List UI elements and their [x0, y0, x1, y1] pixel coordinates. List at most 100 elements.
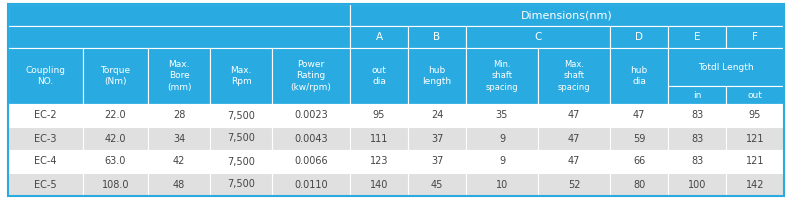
Text: 83: 83: [691, 156, 703, 166]
Bar: [466, 104, 538, 127]
Bar: [466, 48, 538, 104]
Text: 95: 95: [373, 110, 385, 120]
Bar: [210, 173, 272, 196]
Text: 66: 66: [633, 156, 645, 166]
Text: in: in: [693, 90, 701, 99]
Bar: [148, 150, 210, 173]
Text: 48: 48: [173, 180, 185, 190]
Bar: [538, 173, 610, 196]
Bar: [668, 127, 726, 150]
Bar: [83, 173, 148, 196]
Text: 83: 83: [691, 110, 703, 120]
Bar: [668, 173, 726, 196]
Text: 37: 37: [431, 156, 443, 166]
Text: Dimensions(nm): Dimensions(nm): [521, 10, 613, 20]
Bar: [8, 26, 350, 48]
Text: E: E: [694, 32, 700, 42]
Text: 123: 123: [370, 156, 388, 166]
Text: 63.0: 63.0: [105, 156, 126, 166]
Text: 47: 47: [568, 110, 580, 120]
Bar: [8, 127, 83, 150]
Text: 24: 24: [431, 110, 443, 120]
Text: 7,500: 7,500: [227, 156, 255, 166]
Bar: [350, 150, 408, 173]
Bar: [466, 150, 538, 173]
Bar: [668, 104, 726, 127]
Text: 7,500: 7,500: [227, 134, 255, 144]
Bar: [726, 26, 784, 48]
Bar: [210, 48, 272, 104]
Text: out
dia: out dia: [371, 66, 386, 86]
Bar: [408, 48, 466, 104]
Text: EC-2: EC-2: [34, 110, 57, 120]
Bar: [610, 150, 668, 173]
Text: 0.0043: 0.0043: [294, 134, 328, 144]
Bar: [350, 48, 408, 104]
Bar: [726, 104, 784, 127]
Bar: [538, 127, 610, 150]
Bar: [668, 26, 726, 48]
Bar: [350, 127, 408, 150]
Bar: [8, 48, 83, 104]
Bar: [350, 104, 408, 127]
Text: Torque
(Nm): Torque (Nm): [101, 66, 130, 86]
Bar: [83, 104, 148, 127]
Text: Min.
shaft
spacing: Min. shaft spacing: [486, 60, 518, 92]
Bar: [726, 86, 784, 104]
Text: Coupling
NO.: Coupling NO.: [26, 66, 66, 86]
Text: EC-5: EC-5: [34, 180, 57, 190]
Text: 28: 28: [173, 110, 185, 120]
Text: EC-4: EC-4: [34, 156, 57, 166]
Bar: [272, 173, 350, 196]
Bar: [668, 48, 784, 86]
Bar: [272, 127, 350, 150]
Bar: [272, 48, 350, 104]
Bar: [8, 173, 83, 196]
Text: C: C: [534, 32, 542, 42]
Text: 140: 140: [370, 180, 388, 190]
Bar: [350, 26, 408, 48]
Bar: [148, 104, 210, 127]
Text: Max.
shaft
spacing: Max. shaft spacing: [558, 60, 590, 92]
Bar: [8, 4, 350, 26]
Bar: [466, 173, 538, 196]
Text: 42: 42: [173, 156, 185, 166]
Bar: [408, 104, 466, 127]
Bar: [83, 48, 148, 104]
Text: 37: 37: [431, 134, 443, 144]
Bar: [726, 173, 784, 196]
Text: 111: 111: [370, 134, 388, 144]
Bar: [668, 86, 726, 104]
Bar: [210, 150, 272, 173]
Text: 0.0066: 0.0066: [294, 156, 328, 166]
Bar: [610, 26, 668, 48]
Bar: [610, 127, 668, 150]
Bar: [272, 150, 350, 173]
Bar: [726, 127, 784, 150]
Bar: [148, 127, 210, 150]
Text: 10: 10: [496, 180, 508, 190]
Text: 59: 59: [633, 134, 645, 144]
Text: hub
dia: hub dia: [630, 66, 648, 86]
Text: 9: 9: [499, 134, 505, 144]
Bar: [210, 104, 272, 127]
Text: D: D: [635, 32, 643, 42]
Text: A: A: [375, 32, 382, 42]
Text: 9: 9: [499, 156, 505, 166]
Text: hub
length: hub length: [422, 66, 451, 86]
Text: 121: 121: [746, 134, 764, 144]
Text: Max.
Rpm: Max. Rpm: [230, 66, 252, 86]
Text: 142: 142: [746, 180, 764, 190]
Bar: [83, 150, 148, 173]
Text: 35: 35: [496, 110, 508, 120]
Text: 47: 47: [568, 156, 580, 166]
Text: Power
Rating
(kw/rpm): Power Rating (kw/rpm): [290, 60, 331, 92]
Bar: [726, 150, 784, 173]
Bar: [538, 104, 610, 127]
Bar: [538, 150, 610, 173]
Bar: [408, 150, 466, 173]
Bar: [610, 104, 668, 127]
Text: 108.0: 108.0: [102, 180, 130, 190]
Bar: [148, 173, 210, 196]
Text: 47: 47: [633, 110, 645, 120]
